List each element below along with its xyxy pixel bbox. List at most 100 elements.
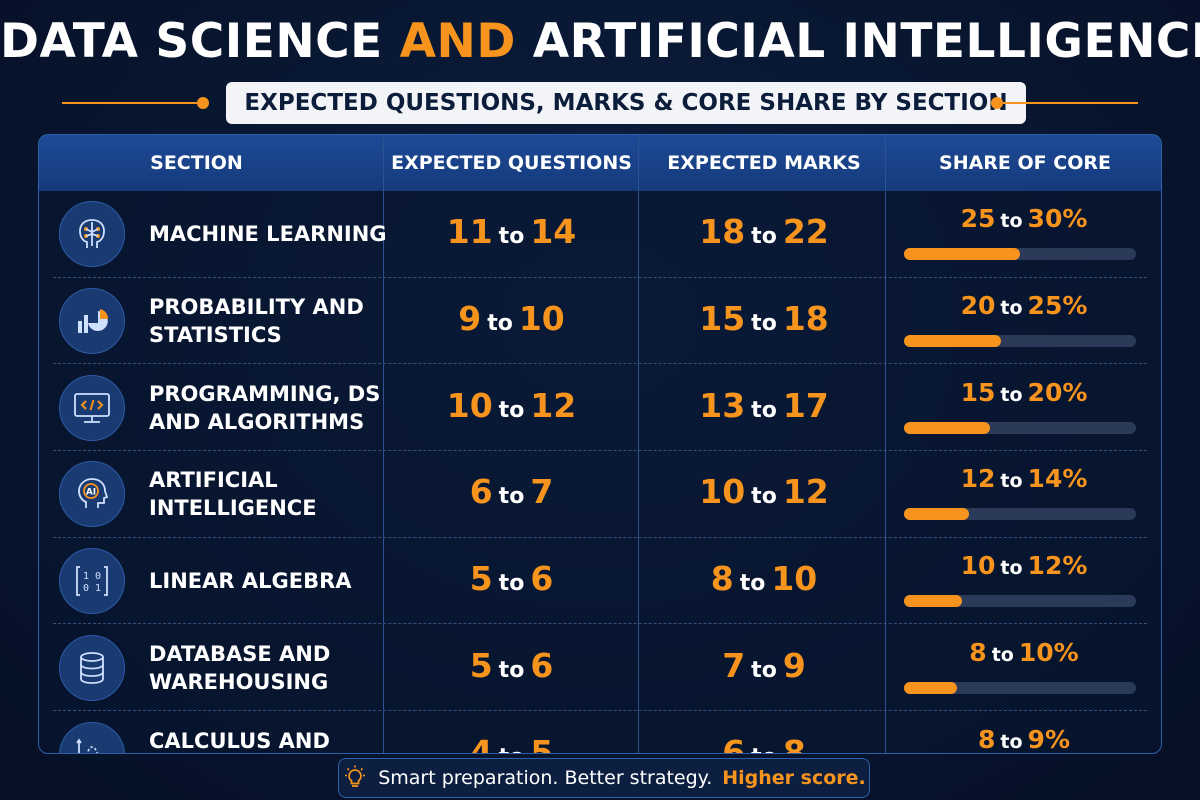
questions-to: 12	[530, 385, 577, 425]
range-word: to	[499, 745, 525, 753]
section-name: ARTIFICIAL INTELLIGENCE	[149, 468, 317, 521]
questions-to: 7	[530, 472, 554, 512]
expected-questions: 11 to 14	[384, 212, 639, 251]
questions-from: 9	[458, 299, 482, 339]
subtitle: EXPECTED QUESTIONS, MARKS & CORE SHARE B…	[226, 82, 1026, 124]
expected-marks: 13 to 17	[639, 386, 889, 425]
expected-marks: 7 to 9	[639, 646, 889, 685]
marks-from: 13	[699, 385, 746, 425]
questions-to: 10	[518, 299, 565, 339]
header-section: SECTION	[150, 152, 243, 174]
share-of-core: 8 to 10%	[904, 638, 1144, 667]
share-of-core: 20 to 25%	[904, 291, 1144, 320]
title-part2: ARTIFICIAL INTELLIGENCE	[532, 14, 1200, 69]
share-of-core: 10 to 12%	[904, 551, 1144, 580]
range-word: to	[751, 745, 777, 753]
share-bar-fill	[904, 248, 1020, 261]
questions-from: 5	[469, 559, 493, 599]
share-to: 25%	[1027, 291, 1088, 321]
expected-marks: 6 to 8	[639, 732, 889, 754]
section-name: LINEAR ALGEBRA	[149, 569, 352, 594]
range-word: to	[1000, 557, 1023, 580]
table-row: AI ARTIFICIAL INTELLIGENCE 6 to 7 10 to 12 1…	[39, 451, 1161, 538]
range-word: to	[751, 397, 777, 423]
range-word: to	[498, 571, 525, 597]
database-icon	[59, 634, 125, 701]
share-from: 15	[960, 377, 996, 407]
range-word: to	[498, 397, 525, 423]
expected-marks: 18 to 22	[639, 212, 889, 251]
pie-bar-chart-icon	[59, 288, 125, 355]
share-from: 12	[960, 464, 996, 494]
share-to: 12%	[1027, 551, 1088, 581]
expected-questions: 4 to 5	[384, 733, 639, 753]
range-word: to	[498, 224, 525, 250]
range-word: to	[498, 657, 525, 683]
range-word: to	[1000, 383, 1023, 406]
range-word: to	[751, 311, 777, 337]
subtitle-banner: EXPECTED QUESTIONS, MARKS & CORE SHARE B…	[0, 82, 1200, 124]
expected-questions: 10 to 12	[384, 386, 639, 425]
questions-from: 5	[469, 645, 493, 685]
table-row: DATABASE AND WAREHOUSING 5 to 6 7 to 9 8 to 10…	[39, 625, 1161, 712]
share-from: 8	[969, 637, 987, 667]
expected-questions: 9 to 10	[384, 299, 639, 338]
brain-circuit-icon	[59, 201, 125, 268]
share-bar-track	[904, 335, 1136, 348]
section-name: CALCULUS AND OPTIMIZATION	[149, 728, 330, 753]
questions-from: 6	[469, 472, 493, 512]
marks-to: 18	[782, 299, 829, 339]
subtitle-line-left	[62, 102, 197, 104]
share-bar-track	[904, 421, 1136, 434]
range-word: to	[1000, 470, 1023, 493]
marks-from: 15	[699, 299, 746, 339]
share-of-core: 12 to 14%	[904, 464, 1144, 493]
share-to: 14%	[1027, 464, 1088, 494]
share-to: 9%	[1027, 724, 1070, 754]
marks-to: 12	[782, 472, 829, 512]
subtitle-dot-left	[197, 97, 209, 109]
table-row: PROBABILITY AND STATISTICS 9 to 10 15 to 18 …	[39, 278, 1161, 365]
row-divider	[53, 450, 1147, 452]
range-word: to	[751, 224, 777, 250]
range-word: to	[498, 484, 525, 510]
share-bar-fill	[904, 595, 962, 608]
range-word: to	[1000, 297, 1023, 320]
marks-to: 8	[782, 732, 806, 754]
questions-to: 6	[530, 559, 554, 599]
section-name: MACHINE LEARNING	[149, 222, 387, 247]
share-bar-fill	[904, 681, 958, 694]
lightbulb-icon	[345, 765, 366, 787]
table-row: CALCULUS AND OPTIMIZATION 4to5 6to8 8to9…	[39, 711, 1161, 754]
section-name: PROBABILITY AND STATISTICS	[149, 295, 364, 348]
svg-text:1 0: 1 0	[83, 571, 101, 582]
row-divider	[53, 710, 1147, 712]
expected-marks: 15 to 18	[639, 299, 889, 338]
marks-to: 22	[782, 212, 829, 252]
footer-highlight: Higher score.	[722, 767, 866, 789]
title-part1: DATA SCIENCE	[0, 14, 383, 69]
column-divider	[638, 135, 639, 753]
range-word: to	[751, 657, 777, 683]
header-share: SHARE OF CORE	[939, 152, 1111, 174]
share-bar-track	[904, 681, 1136, 694]
page-title: DATA SCIENCE AND ARTIFICIAL INTELLIGENCE	[0, 14, 1200, 69]
questions-to: 14	[530, 212, 577, 252]
share-to: 20%	[1027, 377, 1088, 407]
expected-questions: 5 to 6	[384, 559, 639, 598]
table-row: PROGRAMMING, DS AND ALGORITHMS 10 to 12 13…	[39, 364, 1161, 452]
subtitle-dot-right	[991, 97, 1003, 109]
marks-to: 9	[782, 645, 806, 685]
subtitle-line-right	[1003, 102, 1138, 104]
sections-table: SECTION EXPECTED QUESTIONS EXPECTED MARK…	[38, 134, 1162, 754]
questions-to: 6	[530, 645, 554, 685]
section-name: PROGRAMMING, DS AND ALGORITHMS	[149, 381, 381, 434]
marks-from: 10	[699, 472, 746, 512]
share-of-core: 8 to 9%	[904, 724, 1144, 754]
marks-from: 7	[722, 645, 746, 685]
questions-from: 11	[446, 212, 493, 252]
range-word: to	[739, 571, 766, 597]
expected-questions: 5 to 6	[384, 646, 639, 685]
